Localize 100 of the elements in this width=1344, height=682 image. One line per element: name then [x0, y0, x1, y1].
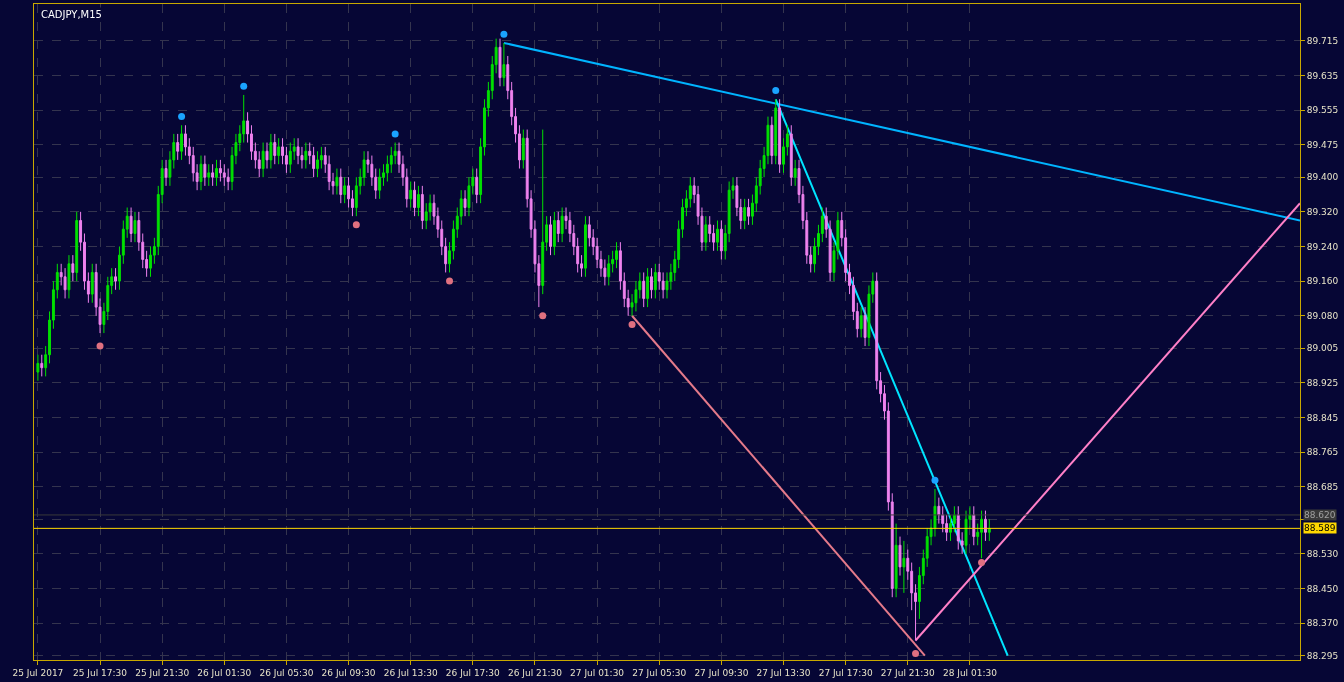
point [391, 130, 399, 138]
candlestick [937, 497, 941, 525]
y-tick-label: 89.400 [1306, 172, 1339, 183]
point [178, 113, 186, 121]
candlestick [203, 155, 207, 187]
candlestick [288, 142, 292, 174]
candlestick [114, 267, 117, 291]
point [772, 87, 780, 95]
x-tick-label: 27 Jul 09:30 [694, 667, 749, 678]
candlestick [793, 159, 797, 187]
candlestick [549, 215, 552, 256]
candlestick [63, 267, 67, 299]
y-tick-label: 89.635 [1306, 70, 1339, 81]
point [978, 559, 986, 567]
candlestick [556, 211, 560, 243]
candlestick [747, 198, 750, 226]
candlestick [770, 116, 774, 165]
ref-line-label: 88.620 [1304, 510, 1336, 520]
y-tick-label: 88.925 [1306, 378, 1339, 389]
candlestick [560, 207, 564, 243]
candlestick [180, 124, 184, 161]
candlestick [335, 168, 339, 196]
point [446, 277, 454, 285]
x-tick-label: 25 Jul 17:30 [73, 667, 128, 678]
x-tick-label: 25 Jul 2017 [12, 667, 64, 678]
x-tick-label: 26 Jul 13:30 [383, 667, 438, 678]
candlestick [378, 168, 382, 200]
candlestick [552, 211, 556, 256]
candlestick [409, 181, 413, 209]
point [240, 82, 248, 90]
candlestick [413, 181, 417, 217]
candlestick [417, 185, 420, 217]
y-tick-label: 89.160 [1306, 276, 1339, 287]
candlestick [980, 510, 984, 559]
candlestick [743, 198, 747, 230]
point [500, 30, 508, 38]
candlestick [521, 129, 525, 170]
candlestick [71, 254, 75, 282]
candlestick [215, 159, 218, 187]
x-tick-label: 26 Jul 09:30 [321, 667, 376, 678]
candlestick [269, 133, 273, 170]
candlestick [983, 510, 987, 542]
y-tick-label: 88.845 [1306, 412, 1339, 423]
candlestick [541, 129, 545, 295]
candlestick [40, 354, 44, 377]
y-tick-label: 88.530 [1306, 549, 1339, 560]
point [628, 320, 636, 328]
candlestick [316, 150, 319, 178]
candlestick [475, 168, 479, 204]
candlestick [964, 510, 968, 555]
candlestick [774, 98, 778, 165]
candlestick [176, 133, 180, 161]
y-tick-label: 89.475 [1306, 139, 1339, 150]
candlestick [894, 523, 898, 598]
candlestick [67, 254, 71, 299]
y-tick-label: 89.005 [1306, 343, 1339, 354]
candlestick [704, 215, 708, 252]
candlestick [164, 159, 168, 187]
candlestick [902, 540, 906, 594]
candlestick [898, 536, 902, 577]
x-tick-label: 26 Jul 17:30 [445, 667, 501, 678]
candlestick [463, 189, 467, 217]
candlestick [343, 176, 347, 204]
x-tick-label: 25 Jul 21:30 [135, 667, 190, 678]
candlestick [133, 211, 137, 243]
point [96, 342, 104, 350]
candlestick [789, 124, 793, 187]
candlestick [584, 215, 587, 278]
y-tick-label: 89.555 [1306, 105, 1339, 116]
y-tick-label: 88.370 [1306, 618, 1339, 629]
candlestick [719, 220, 723, 260]
candlestick [222, 163, 226, 187]
candlestick [859, 306, 863, 338]
candlestick [296, 137, 300, 165]
x-tick-label: 27 Jul 01:30 [570, 667, 625, 678]
candlestick [615, 241, 618, 269]
candlestick [956, 505, 960, 551]
y-tick-label: 88.685 [1306, 481, 1339, 492]
candlestick [36, 354, 40, 382]
candlestick [312, 146, 316, 178]
candlestick [339, 168, 343, 204]
y-tick-label: 89.080 [1306, 310, 1339, 321]
x-tick-label: 27 Jul 21:30 [880, 667, 936, 678]
candlestick [226, 168, 230, 191]
point [912, 650, 920, 657]
candlestick [502, 42, 506, 87]
candlestick [199, 155, 203, 191]
y-tick-label: 88.295 [1306, 650, 1339, 661]
x-tick-label: 26 Jul 05:30 [259, 667, 314, 678]
candlestick [420, 185, 424, 230]
y-tick-label: 89.320 [1306, 206, 1339, 217]
x-tick-label: 26 Jul 01:30 [197, 667, 252, 678]
candlestick [987, 518, 991, 542]
candlestick [863, 306, 867, 347]
candlestick [653, 263, 657, 299]
text: CADJPY,M15 [41, 9, 102, 20]
candlestick [207, 163, 211, 187]
candlestick [277, 137, 281, 165]
y-tick-label: 88.450 [1306, 583, 1339, 594]
candlestick [498, 38, 502, 87]
